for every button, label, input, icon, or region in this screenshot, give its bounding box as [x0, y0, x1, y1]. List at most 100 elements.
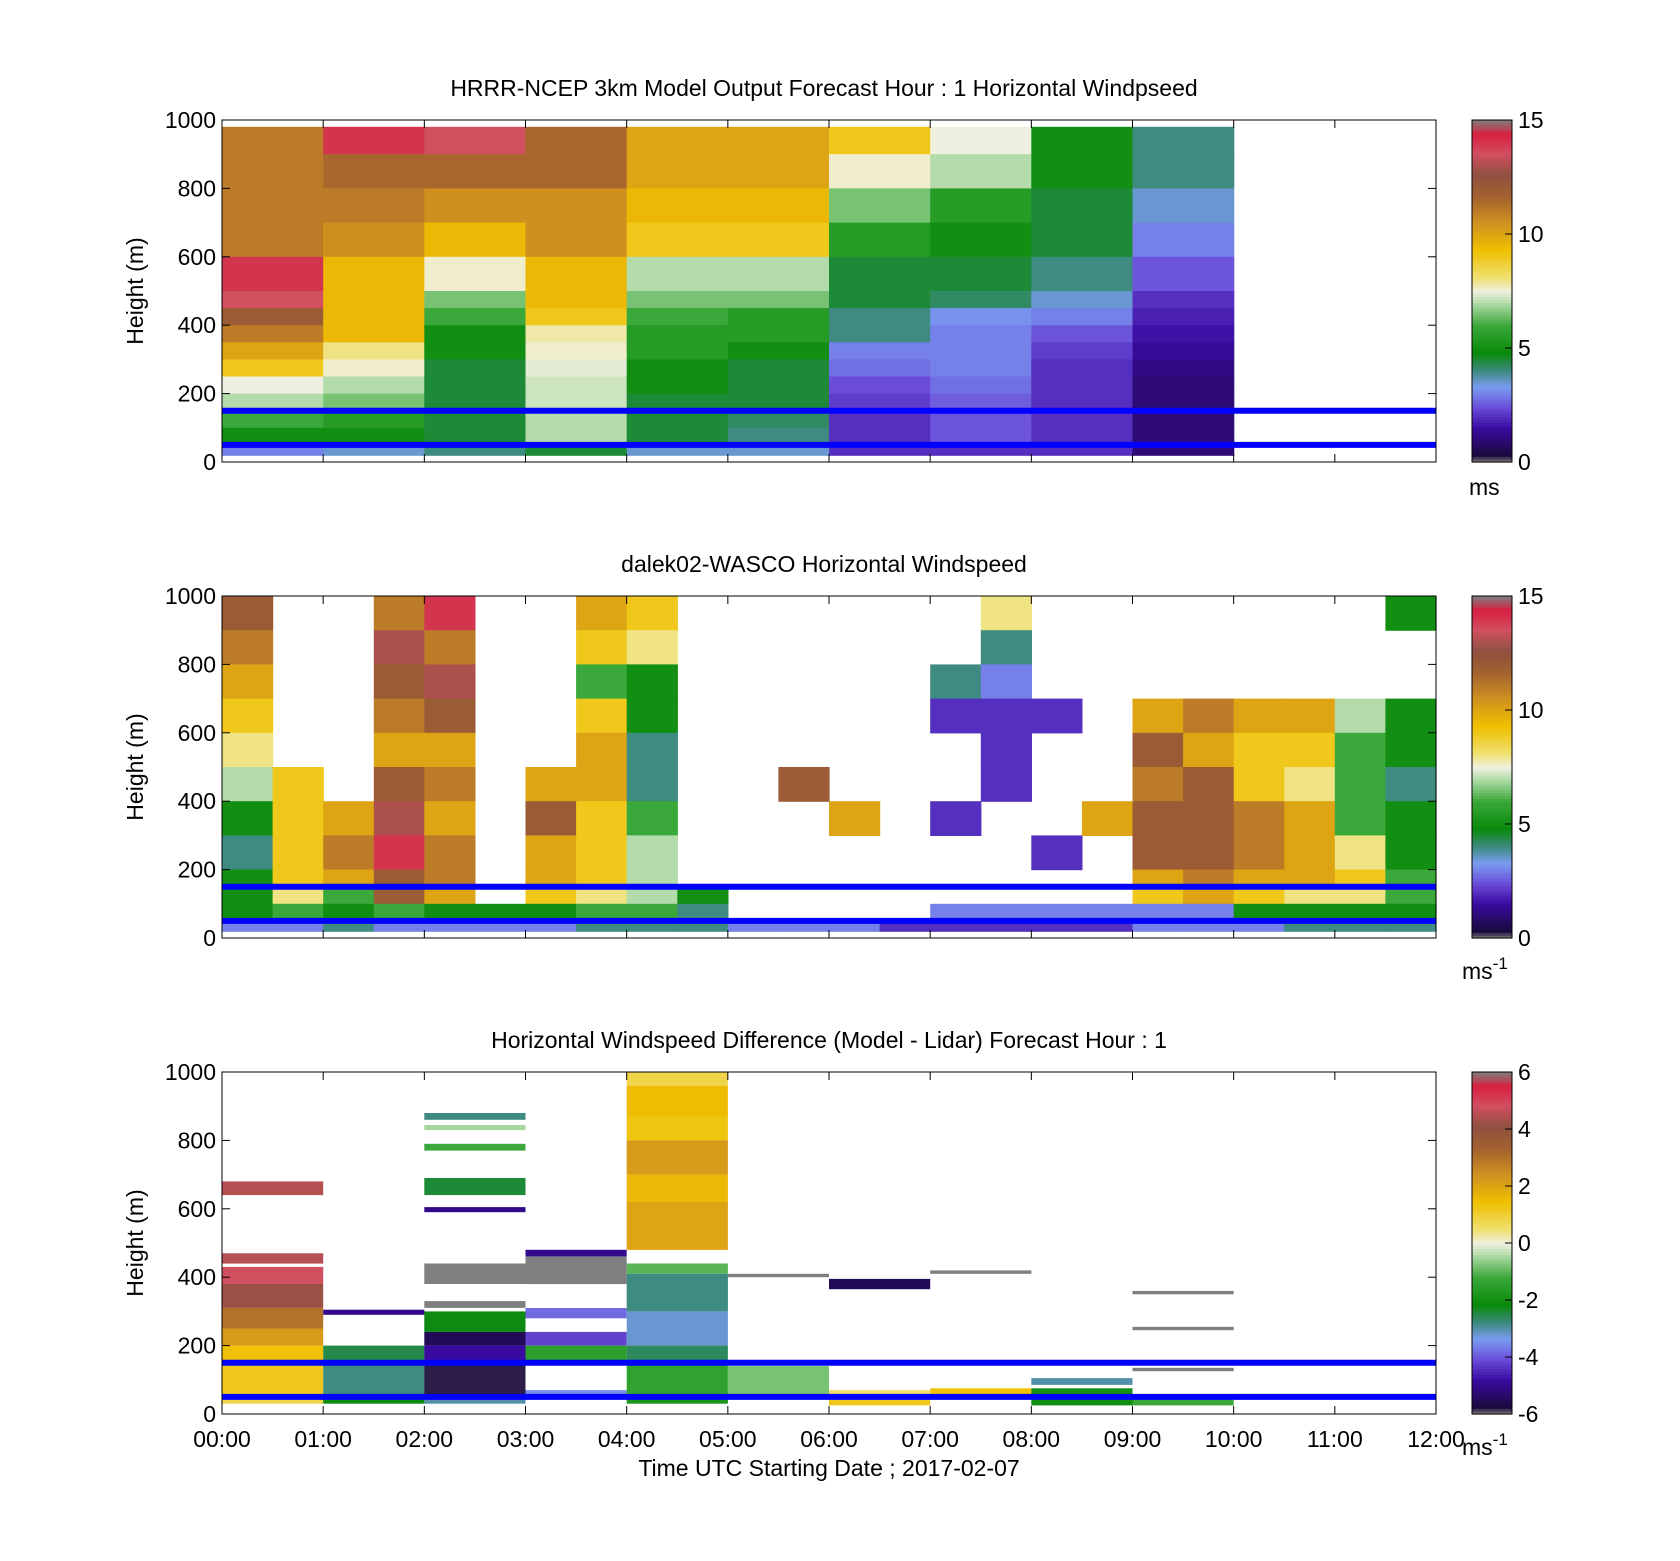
heatmap-segment	[222, 1345, 324, 1363]
heatmap-cell	[677, 886, 729, 905]
colorbar-tick-label: 2	[1518, 1173, 1531, 1199]
colorbar-swatch	[1472, 242, 1512, 246]
heatmap-segment	[626, 1072, 728, 1086]
colorbar-swatch	[1472, 248, 1512, 252]
heatmap-cell	[1334, 920, 1386, 932]
colorbar-swatch	[1472, 1311, 1512, 1315]
heatmap-cell	[424, 291, 527, 309]
colorbar-swatch	[1472, 615, 1512, 620]
heatmap-cell	[626, 801, 678, 836]
colorbar-swatch	[1472, 1134, 1512, 1139]
heatmap-cell	[1233, 835, 1285, 871]
colorbar-swatch	[1472, 795, 1512, 799]
heatmap-segment	[222, 1396, 324, 1404]
heatmap-cell	[222, 801, 274, 836]
colorbar-swatch	[1472, 396, 1512, 400]
heatmap-cell	[930, 256, 1032, 292]
heatmap-segment	[525, 1308, 627, 1319]
heatmap-cell	[424, 154, 527, 189]
heatmap-cell	[1132, 256, 1235, 292]
colorbar-swatch	[1472, 895, 1512, 899]
colorbar-swatch	[1472, 1385, 1512, 1389]
heatmap-cell	[323, 359, 425, 378]
heatmap-cell	[373, 767, 425, 802]
colorbar-swatch	[1472, 1345, 1512, 1350]
colorbar-swatch	[1472, 1180, 1512, 1184]
heatmap-cell	[626, 359, 729, 378]
heatmap-cell	[1233, 903, 1285, 922]
y-tick-label: 200	[178, 381, 216, 407]
heatmap-cell	[1284, 698, 1336, 734]
colorbar-swatch	[1472, 259, 1512, 264]
heatmap-segment	[1132, 1398, 1234, 1406]
heatmap-cell	[373, 835, 425, 871]
colorbar-swatch	[1472, 196, 1512, 201]
colorbar-swatch	[1472, 784, 1512, 788]
colorbar-swatch	[1472, 191, 1512, 195]
colorbar-swatch	[1472, 664, 1512, 668]
heatmap-cell	[626, 835, 678, 871]
colorbar-tick-label: -6	[1518, 1401, 1538, 1427]
heatmap-cell	[930, 427, 1032, 446]
colorbar-swatch	[1472, 444, 1512, 449]
colorbar-swatch	[1472, 1103, 1512, 1107]
heatmap-cell	[1385, 903, 1437, 922]
colorbar-swatch	[1472, 1077, 1512, 1082]
colorbar-swatch	[1472, 1362, 1512, 1367]
colorbar-swatch	[1472, 644, 1512, 648]
colorbar-swatch	[1472, 886, 1512, 891]
heatmap-segment	[424, 1396, 526, 1404]
heatmap-cell	[424, 376, 527, 395]
heatmap-segment	[525, 1331, 627, 1346]
heatmap-cell	[323, 444, 425, 456]
heatmap-cell	[1031, 325, 1134, 343]
heatmap-cell	[424, 698, 476, 734]
colorbar-swatch	[1472, 1211, 1512, 1216]
colorbar-swatch	[1472, 276, 1512, 281]
heatmap-cell	[1183, 886, 1235, 905]
colorbar-swatch	[1472, 1151, 1512, 1156]
heatmap-cell	[727, 342, 830, 360]
heatmap-cell	[1284, 903, 1336, 922]
heatmap-cell	[1183, 903, 1235, 922]
heatmap-cell	[727, 427, 830, 446]
heatmap-cell	[626, 256, 729, 292]
heatmap-cell	[1334, 886, 1386, 905]
colorbar-swatch	[1472, 727, 1512, 731]
heatmap-cell	[1385, 732, 1437, 768]
heatmap-cell	[525, 291, 628, 309]
heatmap-cell	[930, 664, 982, 700]
colorbar-swatch	[1472, 330, 1512, 335]
heatmap-cell	[323, 222, 425, 258]
heatmap-cell	[829, 188, 931, 224]
heatmap-segment	[626, 1202, 728, 1250]
colorbar-swatch	[1472, 892, 1512, 896]
heatmap-cell	[1132, 308, 1235, 326]
colorbar-swatch	[1472, 319, 1512, 323]
colorbar-swatch	[1472, 1411, 1512, 1415]
colorbar-swatch	[1472, 729, 1512, 734]
colorbar-swatch	[1472, 1217, 1512, 1221]
colorbar-swatch	[1472, 909, 1512, 913]
heatmap-cell	[1031, 410, 1134, 429]
colorbar-swatch	[1472, 695, 1512, 700]
heatmap-cell	[727, 359, 830, 378]
heatmap-cell	[576, 869, 628, 888]
colorbar-tick-label: -2	[1518, 1287, 1538, 1313]
colorbar-swatch	[1472, 362, 1512, 366]
heatmap-cell	[1031, 308, 1134, 326]
heatmap-cell	[424, 256, 527, 292]
colorbar-swatch	[1472, 410, 1512, 415]
colorbar-swatch	[1472, 251, 1512, 255]
colorbar-swatch	[1472, 1126, 1512, 1130]
heatmap-cell	[222, 732, 274, 768]
colorbar-swatch	[1472, 1294, 1512, 1298]
heatmap-cell	[930, 188, 1032, 224]
heatmap-cell	[1132, 903, 1184, 922]
y-tick-label: 600	[178, 1196, 216, 1222]
heatmap-cell	[222, 126, 324, 155]
y-tick-label: 1000	[165, 583, 216, 609]
heatmap-cell	[525, 427, 628, 446]
heatmap-cell	[474, 920, 527, 932]
